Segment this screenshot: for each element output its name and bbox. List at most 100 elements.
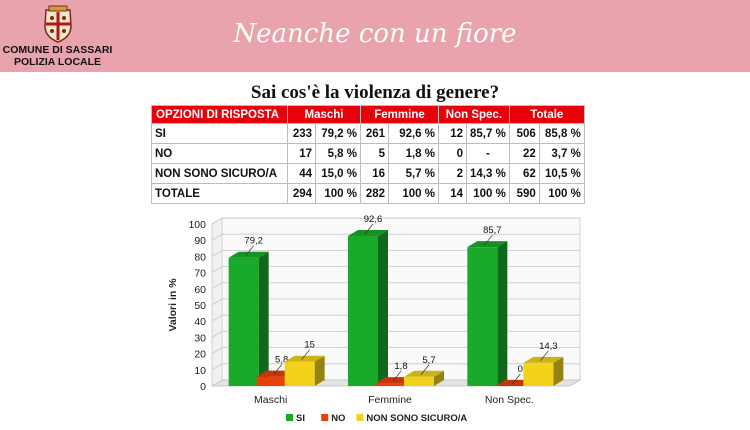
bar [523,362,554,386]
table-cell: 5,8 % [315,143,361,164]
table-cell: 1,8 % [388,143,439,164]
label-leader [540,350,549,362]
bar [284,361,315,386]
header-banner: COMUNE DI SASSARI POLIZIA LOCALE Neanche… [0,0,750,72]
table-cell: 506 [508,123,540,144]
table-cell: 294 [287,183,316,204]
bar-side [497,241,508,386]
bar-side [314,355,325,386]
row-label: NO [151,143,288,164]
table-cell: 85,8 % [538,123,585,144]
header-femmine: Femmine [360,105,439,124]
bar [404,376,434,386]
city-logo: COMUNE DI SASSARI POLIZIA LOCALE [0,4,115,70]
table-cell: 17 [287,143,316,164]
y-tick-label: 40 [194,316,206,328]
legend-label: SI [296,413,305,424]
bar-side [434,370,444,386]
table-cell: 100 % [538,183,585,204]
data-label: 1,8 [394,361,407,372]
bar-top [284,355,325,362]
y-tick-label: 70 [194,268,206,280]
table-cell: 15,0 % [315,163,361,184]
gridline [211,282,580,290]
x-tick-label: Non Spec. [485,394,534,406]
y-axis-label: Valori in % [167,278,179,332]
row-label: SI [151,123,288,144]
header-totale: Totale [508,105,585,124]
table-cell: 14 [438,183,467,204]
table-cell: 5 [360,143,389,164]
chart-canvas: 0 10 20 30 40 50 60 70 80 90 100 Valori in % 79,2 5,8… [167,214,582,424]
gridline [211,250,580,257]
data-label: 14,3 [539,341,558,352]
bar [228,257,259,386]
legend-swatch [356,414,364,421]
y-tick-label: 60 [194,284,206,296]
table-cell: 12 [438,123,467,144]
table-cell: 85,7 % [466,123,510,144]
gridline [211,363,580,371]
x-tick-label: Femmine [368,394,412,406]
table-header-row: OPZIONI DI RISPOSTA Maschi Femmine Non S… [151,105,585,124]
table-cell: 92,6 % [388,123,439,144]
table-cell: 282 [360,183,389,204]
bar [348,235,378,386]
x-tick-label: Maschi [254,394,287,406]
data-label: 5,7 [422,355,435,366]
y-tick-label: 30 [194,332,206,344]
table-cell: - [466,143,510,164]
bar-side [378,229,388,386]
y-tick-label: 10 [194,365,206,377]
data-label: 15 [304,340,315,351]
bar-chart: 0 10 20 30 40 50 60 70 80 90 100 Valori in % 79,2 5,8… [150,211,600,430]
y-tick-label: 100 [188,219,206,231]
table-cell: 16 [360,163,389,184]
header-options: OPZIONI DI RISPOSTA [151,105,288,124]
table-row: TOTALE 294 100 % 282 100 % 14 100 % 590 … [151,183,585,204]
table-cell: 100 % [315,183,361,204]
gridline [211,233,580,241]
table-row: NO 17 5,8 % 5 1,8 % 0 - 22 3,7 % [151,143,585,164]
data-label: 5,8 [275,355,288,366]
table-cell: 0 [438,143,467,164]
label-leader [512,373,521,385]
label-leader [245,245,254,256]
gridline [211,347,580,354]
table-cell: 5,7 % [388,163,439,184]
label-leader [273,364,282,375]
label-leader [364,223,374,235]
crest-icon [43,5,72,43]
data-label: 0 [518,364,523,375]
bar [256,376,287,386]
data-label: 85,7 [483,225,502,236]
logo-line-2: POLIZIA LOCALE [13,56,102,68]
bar-top [228,251,269,258]
gridline [211,217,580,225]
data-label: 92,6 [364,214,383,225]
y-tick-label: 20 [194,349,206,361]
table-cell: 44 [287,163,316,184]
label-leader [301,349,310,360]
table-cell: 3,7 % [538,143,585,164]
header-maschi: Maschi [287,105,361,124]
data-label: 79,2 [244,236,263,247]
bar-top [523,356,564,363]
gridline [211,266,580,273]
table-cell: 10,5 % [538,163,585,184]
y-tick-label: 0 [200,381,206,393]
bar-side [553,356,564,386]
table-cell: 14,3 % [466,163,510,184]
table-row: SI 233 79,2 % 261 92,6 % 12 85,7 % 506 8… [151,123,585,144]
table-cell: 100 % [466,183,510,204]
gridline [211,298,580,306]
legend-label: NO [331,413,345,424]
legend-swatch [286,414,293,421]
bar-top [404,370,444,377]
header-non-spec: Non Spec. [438,105,510,124]
bar-top [467,241,508,248]
results-table: OPZIONI DI RISPOSTA Maschi Femmine Non S… [151,105,585,204]
y-tick-label: 80 [194,251,206,263]
label-leader [420,364,430,375]
survey-question: Sai cos'è la violenza di genere? [250,82,500,103]
